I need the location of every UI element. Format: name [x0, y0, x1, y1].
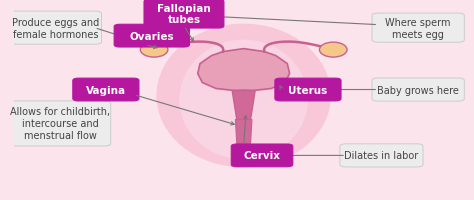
Text: Fallopian
tubes: Fallopian tubes [157, 4, 211, 25]
FancyBboxPatch shape [340, 144, 423, 167]
Ellipse shape [140, 43, 168, 58]
Text: Dilates in labor: Dilates in labor [344, 151, 419, 161]
Text: Where sperm
meets egg: Where sperm meets egg [385, 18, 451, 39]
Text: Cervix: Cervix [244, 151, 281, 161]
FancyBboxPatch shape [372, 14, 465, 43]
Ellipse shape [156, 25, 331, 168]
FancyBboxPatch shape [9, 12, 101, 45]
Ellipse shape [319, 43, 347, 58]
Text: Allows for childbirth,
intercourse and
menstrual flow: Allows for childbirth, intercourse and m… [10, 107, 110, 141]
Text: Produce eggs and
female hormones: Produce eggs and female hormones [12, 18, 99, 39]
Text: Uterus: Uterus [288, 85, 328, 95]
FancyBboxPatch shape [275, 79, 341, 101]
FancyBboxPatch shape [231, 144, 293, 167]
Polygon shape [232, 91, 255, 120]
FancyBboxPatch shape [73, 79, 139, 101]
Text: Ovaries: Ovaries [129, 31, 174, 41]
FancyBboxPatch shape [9, 101, 111, 146]
Polygon shape [198, 49, 290, 91]
FancyBboxPatch shape [372, 79, 465, 102]
Ellipse shape [179, 40, 308, 160]
FancyBboxPatch shape [114, 25, 190, 48]
Polygon shape [236, 120, 252, 144]
FancyBboxPatch shape [144, 0, 224, 29]
Text: Vagina: Vagina [86, 85, 126, 95]
Text: Baby grows here: Baby grows here [377, 85, 459, 95]
